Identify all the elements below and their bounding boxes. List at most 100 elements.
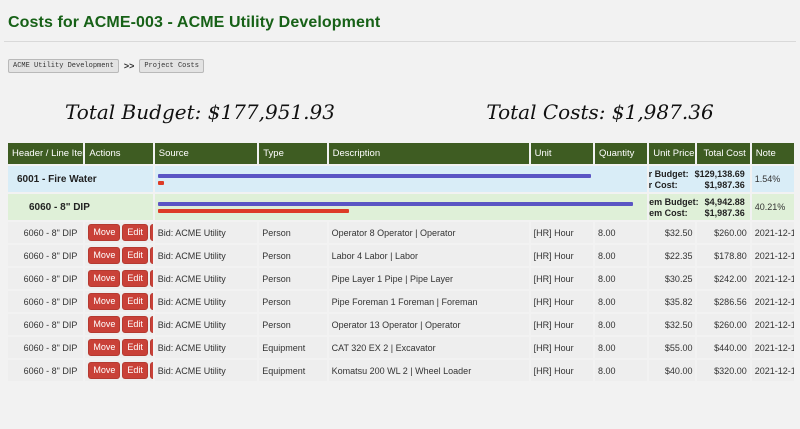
row-quantity: 8.00 bbox=[594, 222, 648, 243]
row-source: Bid: ACME Utility bbox=[154, 337, 258, 358]
row-unit: [HR] Hour bbox=[530, 268, 593, 289]
move-button[interactable]: Move bbox=[88, 362, 121, 379]
row-description: Operator 8 Operator | Operator bbox=[328, 222, 529, 243]
cost-rows-body: 6001 - Fire Water Header Budget: $129,13… bbox=[8, 166, 794, 381]
line-item-percent: 40.21% bbox=[751, 194, 794, 220]
budget-bar bbox=[157, 173, 591, 178]
row-source: Bid: ACME Utility bbox=[154, 222, 258, 243]
row-unit-price: $32.50 bbox=[649, 314, 696, 335]
edit-button[interactable]: Edit bbox=[122, 224, 148, 241]
row-type: Equipment bbox=[259, 337, 327, 358]
line-item-row-label: 6060 - 8" DIP bbox=[29, 201, 90, 213]
col-actions: Actions bbox=[85, 143, 153, 164]
row-quantity: 8.00 bbox=[594, 360, 648, 381]
col-total-cost: Total Cost bbox=[697, 143, 750, 164]
table-row: 6060 - 8" DIP MoveEditDelete Bid: ACME U… bbox=[8, 360, 794, 381]
table-row: 6060 - 8" DIP MoveEditDelete Bid: ACME U… bbox=[8, 268, 794, 289]
move-button[interactable]: Move bbox=[88, 293, 121, 310]
delete-button[interactable]: Delete bbox=[149, 316, 153, 333]
header-cost-value: $1,987.36 bbox=[704, 179, 745, 190]
row-unit: [HR] Hour bbox=[530, 222, 593, 243]
row-type: Person bbox=[259, 314, 327, 335]
line-item-budget-summary: Line Item Budget: $4,942.88 Line Item Co… bbox=[649, 196, 747, 218]
costs-table: Header / Line Item Actions Source Type D… bbox=[6, 141, 796, 383]
row-unit-price: $32.50 bbox=[649, 222, 696, 243]
row-source: Bid: ACME Utility bbox=[154, 291, 258, 312]
row-description: Labor 4 Labor | Labor bbox=[328, 245, 529, 266]
row-actions: MoveEditDelete bbox=[85, 291, 153, 312]
row-note: 2021-12-13 bbox=[751, 291, 794, 312]
edit-button[interactable]: Edit bbox=[122, 339, 148, 356]
row-description: CAT 320 EX 2 | Excavator bbox=[328, 337, 529, 358]
col-quantity: Quantity bbox=[594, 143, 648, 164]
move-button[interactable]: Move bbox=[88, 270, 121, 287]
row-actions: MoveEditDelete bbox=[85, 360, 153, 381]
header-budget-summary: Header Budget: $129,138.69 Header Cost: … bbox=[649, 168, 747, 190]
row-actions: MoveEditDelete bbox=[85, 245, 153, 266]
row-note: 2021-12-13 bbox=[751, 222, 794, 243]
totals-bar: Total Budget: $177,951.93 Total Costs: $… bbox=[0, 100, 800, 124]
table-row: 6060 - 8" DIP MoveEditDelete Bid: ACME U… bbox=[8, 337, 794, 358]
table-header: Header / Line Item Actions Source Type D… bbox=[8, 143, 794, 164]
row-line-item: 6060 - 8" DIP bbox=[8, 245, 84, 266]
row-actions: MoveEditDelete bbox=[85, 222, 153, 243]
title-divider bbox=[4, 41, 796, 42]
delete-button[interactable]: Delete bbox=[149, 362, 153, 379]
move-button[interactable]: Move bbox=[88, 316, 121, 333]
row-type: Person bbox=[259, 268, 327, 289]
line-item-budget-label: Line Item Budget: bbox=[649, 196, 699, 207]
row-type: Person bbox=[259, 222, 327, 243]
move-button[interactable]: Move bbox=[88, 224, 121, 241]
row-actions: MoveEditDelete bbox=[85, 268, 153, 289]
row-source: Bid: ACME Utility bbox=[154, 314, 258, 335]
edit-button[interactable]: Edit bbox=[122, 247, 148, 264]
row-type: Person bbox=[259, 291, 327, 312]
row-line-item: 6060 - 8" DIP bbox=[8, 291, 84, 312]
budget-bar bbox=[157, 201, 633, 206]
cost-bar bbox=[157, 208, 349, 213]
row-unit-price: $40.00 bbox=[649, 360, 696, 381]
edit-button[interactable]: Edit bbox=[122, 316, 148, 333]
row-description: Komatsu 200 WL 2 | Wheel Loader bbox=[328, 360, 529, 381]
edit-button[interactable]: Edit bbox=[122, 362, 148, 379]
row-note: 2021-12-13 bbox=[751, 245, 794, 266]
col-type: Type bbox=[259, 143, 327, 164]
col-unit-price: Unit Price bbox=[649, 143, 696, 164]
col-note: Note bbox=[751, 143, 794, 164]
row-unit: [HR] Hour bbox=[530, 337, 593, 358]
header-budget-value: $129,138.69 bbox=[694, 168, 745, 179]
row-note: 2021-12-13 bbox=[751, 360, 794, 381]
header-row-label: 6001 - Fire Water bbox=[17, 173, 97, 185]
row-unit: [HR] Hour bbox=[530, 360, 593, 381]
delete-button[interactable]: Delete bbox=[149, 339, 153, 356]
breadcrumb: ACME Utility Development >> Project Cost… bbox=[8, 59, 800, 73]
edit-button[interactable]: Edit bbox=[122, 270, 148, 287]
row-description: Operator 13 Operator | Operator bbox=[328, 314, 529, 335]
total-costs: Total Costs: $1,987.36 bbox=[400, 100, 800, 124]
delete-button[interactable]: Delete bbox=[149, 270, 153, 287]
delete-button[interactable]: Delete bbox=[149, 224, 153, 241]
col-header-line-item: Header / Line Item bbox=[8, 143, 84, 164]
page-title: Costs for ACME-003 - ACME Utility Develo… bbox=[8, 14, 381, 31]
row-total-cost: $286.56 bbox=[697, 291, 750, 312]
move-button[interactable]: Move bbox=[88, 339, 121, 356]
row-unit: [HR] Hour bbox=[530, 314, 593, 335]
row-type: Person bbox=[259, 245, 327, 266]
header-percent: 1.54% bbox=[751, 166, 794, 192]
col-description: Description bbox=[328, 143, 529, 164]
move-button[interactable]: Move bbox=[88, 247, 121, 264]
row-quantity: 8.00 bbox=[594, 268, 648, 289]
line-item-cost-label: Line Item Cost: bbox=[649, 207, 688, 218]
breadcrumb-project-costs-link[interactable]: Project Costs bbox=[139, 59, 204, 73]
delete-button[interactable]: Delete bbox=[149, 293, 153, 310]
total-costs-label: Total Costs: bbox=[486, 100, 606, 124]
row-note: 2021-12-13 bbox=[751, 337, 794, 358]
delete-button[interactable]: Delete bbox=[149, 247, 153, 264]
breadcrumb-project-link[interactable]: ACME Utility Development bbox=[8, 59, 119, 73]
total-budget-value: $177,951.93 bbox=[207, 100, 335, 124]
row-unit-price: $22.35 bbox=[649, 245, 696, 266]
row-source: Bid: ACME Utility bbox=[154, 268, 258, 289]
row-type: Equipment bbox=[259, 360, 327, 381]
edit-button[interactable]: Edit bbox=[122, 293, 148, 310]
row-total-cost: $320.00 bbox=[697, 360, 750, 381]
